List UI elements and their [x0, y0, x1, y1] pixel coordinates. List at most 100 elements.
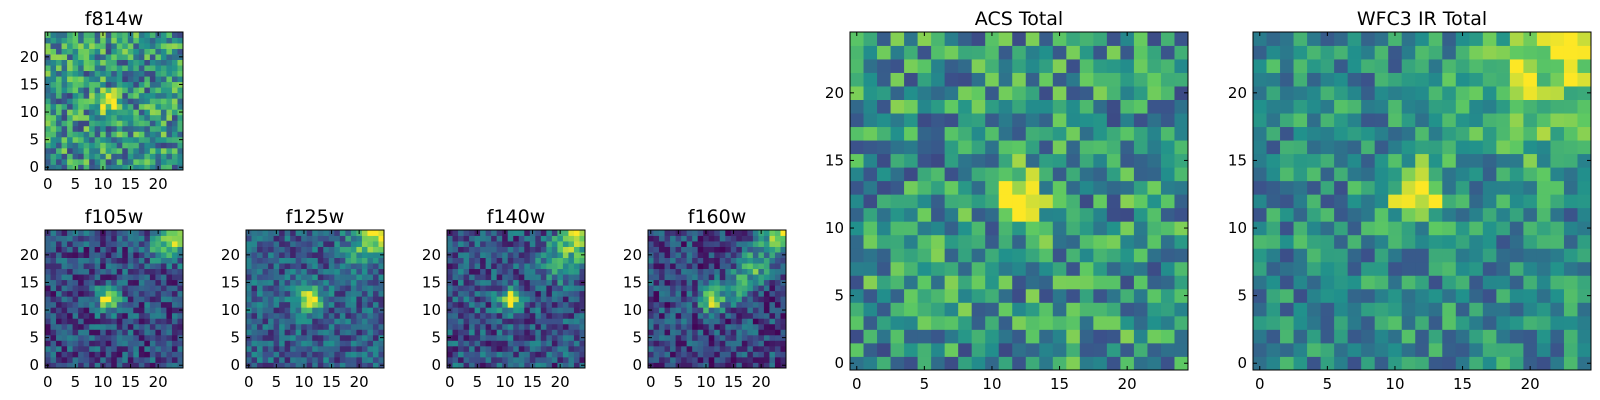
heatmap-cell: [769, 246, 776, 253]
heatmap-cell: [171, 301, 178, 308]
heatmap-cell: [944, 32, 959, 46]
heatmap-cell: [133, 296, 140, 303]
heatmap-cell: [985, 32, 1000, 46]
heatmap-cell: [144, 323, 151, 330]
heatmap-cell: [474, 235, 481, 242]
heatmap-cell: [659, 246, 665, 253]
heatmap-cell: [50, 263, 57, 270]
heatmap-cell: [703, 268, 710, 275]
heatmap-cell: [697, 312, 704, 319]
heatmap-cell: [177, 32, 184, 38]
heatmap-cell: [1174, 180, 1189, 195]
heatmap-cell: [551, 362, 558, 369]
heatmap-cell: [116, 252, 123, 258]
heatmap-cell: [367, 329, 374, 336]
heatmap-cell: [917, 180, 932, 195]
heatmap-cell: [1133, 32, 1148, 46]
heatmap-cell: [67, 37, 73, 44]
y-tick-label: 5: [29, 131, 39, 149]
heatmap-cell: [251, 323, 258, 330]
heatmap-cell: [144, 340, 151, 347]
heatmap-cell: [111, 32, 118, 38]
heatmap-cell: [971, 45, 986, 60]
heatmap-cell: [562, 290, 569, 297]
heatmap-cell: [94, 296, 101, 303]
heatmap-cell: [78, 285, 85, 292]
heatmap-cell: [904, 153, 918, 168]
heatmap-cell: [769, 235, 776, 242]
heatmap-cell: [491, 356, 498, 363]
heatmap-cell: [708, 235, 715, 242]
heatmap-cell: [356, 263, 363, 270]
heatmap-cell: [72, 59, 79, 66]
heatmap-cell: [155, 81, 162, 88]
heatmap-cell: [958, 140, 973, 155]
heatmap-cell: [1039, 72, 1054, 87]
heatmap-cell: [491, 323, 498, 330]
x-tick-label: 0: [244, 373, 254, 391]
heatmap-cell: [1293, 140, 1308, 155]
heatmap-cell: [111, 120, 118, 127]
heatmap-cell: [518, 296, 525, 303]
heatmap-cell: [177, 257, 184, 264]
heatmap-cell: [579, 329, 586, 336]
heatmap-cell: [295, 356, 302, 363]
heatmap-cell: [301, 307, 308, 314]
heatmap-cell: [378, 296, 385, 303]
heatmap-cell: [752, 246, 759, 253]
heatmap-cell: [1401, 261, 1416, 276]
heatmap-cell: [89, 142, 96, 149]
heatmap-cell: [105, 362, 112, 369]
heatmap-cell: [50, 290, 57, 297]
heatmap-cell: [697, 246, 704, 253]
heatmap-cell: [736, 318, 743, 325]
heatmap-cell: [361, 274, 368, 281]
heatmap-cell: [306, 296, 313, 303]
heatmap-cell: [105, 290, 112, 297]
heatmap-cell: [562, 345, 569, 352]
heatmap-cell: [94, 323, 101, 330]
heatmap-cell: [1388, 113, 1403, 128]
heatmap-cell: [1361, 59, 1376, 73]
heatmap-cell: [540, 318, 547, 325]
heatmap-cell: [1012, 207, 1027, 222]
heatmap-cell: [279, 279, 286, 286]
heatmap-cell: [1536, 302, 1551, 317]
heatmap-cell: [100, 120, 107, 127]
heatmap-cell: [557, 241, 564, 247]
heatmap-cell: [1025, 315, 1040, 330]
heatmap-cell: [345, 301, 352, 308]
heatmap-cell: [1307, 113, 1321, 128]
heatmap-cell: [491, 274, 498, 281]
heatmap-cell: [1147, 167, 1162, 182]
heatmap-cell: [1307, 329, 1321, 344]
heatmap-cell: [1374, 59, 1389, 73]
heatmap-cell: [1496, 275, 1511, 290]
heatmap-cell: [78, 158, 85, 165]
heatmap-cell: [301, 334, 308, 341]
heatmap-cell: [67, 98, 73, 105]
heatmap-cell: [1550, 180, 1565, 195]
heatmap-cell: [780, 257, 787, 264]
heatmap-cell: [111, 345, 118, 352]
x-tick-label: 15: [322, 373, 341, 391]
heatmap-cell: [89, 114, 96, 121]
heatmap-cell: [474, 334, 481, 341]
heatmap-cell: [736, 268, 743, 275]
heatmap-cell: [1147, 302, 1162, 317]
heatmap-cell: [491, 263, 498, 270]
heatmap-cell: [45, 92, 51, 99]
heatmap-cell: [78, 290, 85, 297]
heatmap-cell: [730, 274, 737, 281]
heatmap-cell: [725, 351, 732, 358]
heatmap-cell: [1120, 329, 1135, 344]
heatmap-cell: [708, 340, 715, 347]
heatmap-cell: [138, 142, 145, 149]
heatmap-cell: [535, 241, 542, 247]
heatmap-cell: [557, 246, 564, 253]
heatmap-cell: [94, 307, 101, 314]
heatmap-cell: [111, 230, 118, 236]
heatmap-cell: [692, 230, 699, 236]
heatmap-cell: [89, 318, 96, 325]
heatmap-cell: [56, 114, 62, 121]
